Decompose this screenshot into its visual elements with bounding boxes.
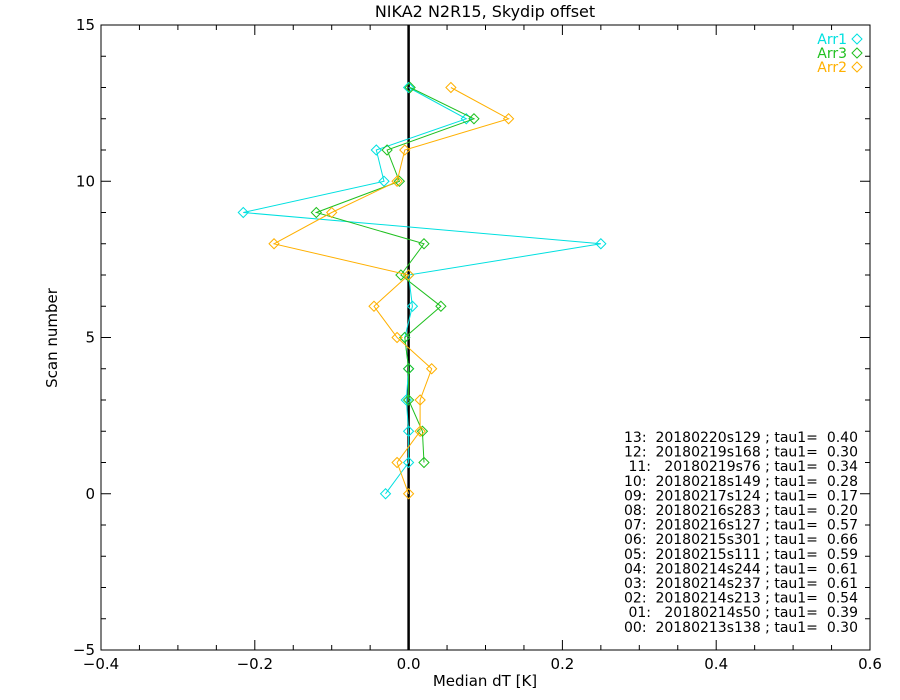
scan-info-line: 07: 20180216s127 ; tau1= 0.57: [624, 518, 858, 534]
scan-info-line: 10: 20180218s149 ; tau1= 0.28: [624, 474, 858, 490]
data-point-marker: [402, 488, 415, 500]
data-point-marker: [391, 456, 403, 469]
x-tick-label: −0.4: [83, 655, 119, 673]
scan-info-line: 01: 20180214s50 ; tau1= 0.39: [628, 605, 858, 621]
data-point-marker: [393, 175, 406, 187]
data-point-marker: [435, 300, 447, 312]
data-point-marker: [399, 331, 411, 344]
x-tick-label: 0.6: [858, 655, 882, 673]
scan-info-line: 06: 20180215s301 ; tau1= 0.66: [624, 532, 858, 548]
data-point-marker: [418, 238, 430, 250]
y-tick-label: 15: [76, 16, 95, 34]
chart-title: NIKA2 N2R15, Skydip offset: [375, 2, 595, 21]
series-layer: [237, 81, 607, 500]
data-point-marker: [378, 175, 390, 187]
data-point-marker: [402, 456, 415, 469]
data-point-marker: [381, 144, 393, 156]
data-point-marker: [402, 269, 415, 281]
data-point-marker: [414, 394, 426, 406]
x-axis-title: Median dT [K]: [433, 672, 537, 690]
data-point-marker: [414, 425, 426, 437]
scan-info-line: 02: 20180214s213 ; tau1= 0.54: [624, 591, 858, 607]
data-point-marker: [402, 81, 415, 94]
data-point-marker: [595, 238, 607, 250]
data-point-marker: [370, 144, 383, 156]
data-point-marker: [404, 81, 416, 94]
data-point-marker: [310, 206, 323, 219]
y-axis-title: Scan number: [43, 287, 61, 388]
x-tick-label: −0.2: [237, 655, 273, 673]
data-point-marker: [400, 394, 413, 406]
data-point-marker: [368, 300, 380, 312]
y-tick-label: 5: [85, 329, 95, 347]
data-point-marker: [399, 144, 411, 156]
data-point-marker: [402, 425, 415, 437]
legend-diamond-icon: [851, 47, 863, 59]
data-point-marker: [325, 206, 338, 219]
scan-info-line: 05: 20180215s111 ; tau1= 0.59: [624, 547, 858, 563]
y-tick-label: 10: [76, 172, 95, 190]
legend-diamond-icon: [851, 61, 863, 73]
scan-info-line: 03: 20180214s237 ; tau1= 0.61: [624, 576, 858, 592]
scan-info-line: 04: 20180214s244 ; tau1= 0.61: [624, 561, 858, 577]
data-point-marker: [468, 113, 480, 125]
plot-area: −0.4 −0.2 0.0 0.2 0.4 0.6 −5 0 5 10 15: [73, 16, 882, 673]
data-point-marker: [391, 175, 403, 187]
data-point-marker: [425, 363, 438, 375]
x-tick-label: 0.0: [397, 655, 421, 673]
scan-info-line: 00: 20180213s138 ; tau1= 0.30: [624, 620, 858, 636]
data-point-marker: [416, 425, 429, 437]
series-line: [314, 87, 476, 463]
data-point-marker: [418, 456, 430, 469]
scan-info-line: 13: 20180220s129 ; tau1= 0.40: [624, 430, 858, 446]
data-point-marker: [391, 331, 403, 344]
legend-label: Arr3: [817, 46, 847, 62]
data-point-marker: [379, 488, 392, 500]
y-axis: −5 0 5 10 15: [73, 16, 870, 659]
series-arr2: [268, 81, 515, 500]
data-point-marker: [502, 113, 515, 125]
data-point-marker: [268, 238, 280, 250]
y-tick-label: −5: [73, 641, 95, 659]
legend-diamond-icon: [851, 33, 863, 45]
data-point-marker: [237, 206, 249, 219]
data-point-marker: [395, 269, 407, 281]
scan-info-line: 09: 20180217s124 ; tau1= 0.17: [624, 488, 858, 504]
scan-info-line: 12: 20180219s168 ; tau1= 0.30: [624, 445, 858, 461]
legend-label: Arr2: [817, 60, 847, 76]
legend-label: Arr1: [817, 32, 847, 48]
data-point-marker: [406, 300, 419, 312]
scan-info-line: 08: 20180216s283 ; tau1= 0.20: [624, 503, 858, 519]
scan-info-line: 11: 20180219s76 ; tau1= 0.34: [628, 459, 858, 475]
x-tick-label: 0.4: [704, 655, 728, 673]
x-tick-label: 0.2: [550, 655, 574, 673]
data-point-marker: [445, 81, 457, 94]
data-point-marker: [402, 394, 415, 406]
x-axis: −0.4 −0.2 0.0 0.2 0.4 0.6: [83, 25, 882, 673]
y-tick-label: 0: [85, 485, 95, 503]
data-point-marker: [402, 363, 415, 375]
series-arr3: [310, 81, 480, 469]
